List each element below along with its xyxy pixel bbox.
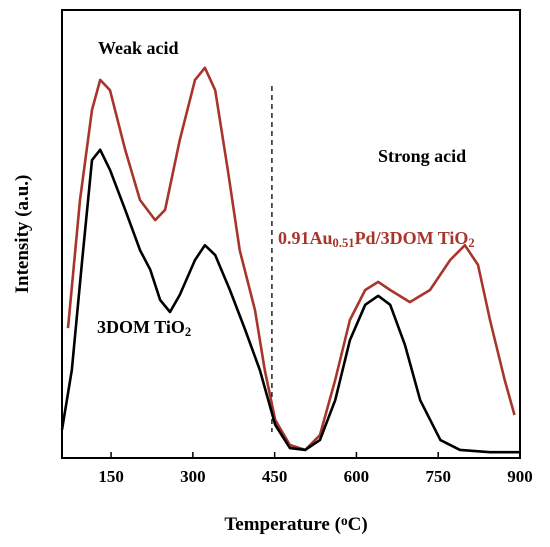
text-part: Strong acid	[378, 146, 466, 166]
text-part: Temperature (	[224, 514, 341, 535]
annotation: Strong acid	[378, 146, 466, 166]
annotation: 3DOM TiO2	[97, 317, 191, 339]
annotation: Weak acid	[98, 38, 179, 58]
x-tick-label: 900	[507, 467, 533, 486]
x-tick-label: 750	[425, 467, 451, 486]
x-axis-label: Temperature (oC)	[224, 513, 367, 535]
x-tick-label: 300	[180, 467, 206, 486]
text-part: o	[341, 513, 348, 528]
text-part: 0.51	[333, 236, 355, 250]
plot-frame	[61, 9, 521, 459]
text-part: 0.91Au	[278, 228, 333, 248]
text-part: Pd/3DOM TiO	[355, 228, 469, 248]
series-line	[60, 148, 520, 454]
text-part: C)	[348, 514, 368, 535]
x-tick-label: 150	[98, 467, 124, 486]
x-tick-label: 450	[262, 467, 288, 486]
text-part: 2	[468, 236, 474, 250]
text-part: 2	[185, 325, 191, 339]
x-tick-label: 600	[344, 467, 370, 486]
series-line	[66, 66, 516, 452]
y-axis-label: Intensity (a.u.)	[12, 175, 33, 294]
text-part: 3DOM TiO	[97, 317, 185, 337]
annotation: 0.91Au0.51Pd/3DOM TiO2	[278, 228, 475, 250]
text-part: Weak acid	[98, 38, 179, 58]
